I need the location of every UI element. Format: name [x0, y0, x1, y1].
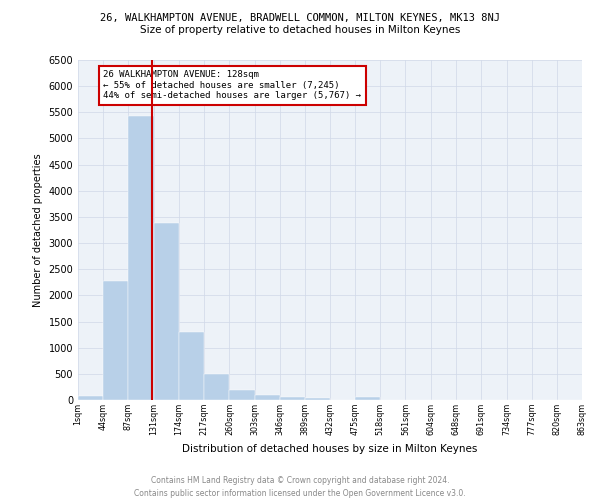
Bar [128, 116, 154, 400]
Y-axis label: Number of detached properties: Number of detached properties [33, 153, 43, 307]
Text: Contains HM Land Registry data © Crown copyright and database right 2024.
Contai: Contains HM Land Registry data © Crown c… [134, 476, 466, 498]
Bar [204, 374, 229, 400]
Bar [179, 332, 204, 400]
X-axis label: Distribution of detached houses by size in Milton Keynes: Distribution of detached houses by size … [182, 444, 478, 454]
Bar [103, 282, 128, 400]
Bar [305, 398, 330, 400]
Text: Size of property relative to detached houses in Milton Keynes: Size of property relative to detached ho… [140, 25, 460, 35]
Bar [154, 223, 179, 400]
Bar [355, 397, 380, 400]
Text: 26 WALKHAMPTON AVENUE: 128sqm
← 55% of detached houses are smaller (7,245)
44% o: 26 WALKHAMPTON AVENUE: 128sqm ← 55% of d… [103, 70, 361, 101]
Text: 26, WALKHAMPTON AVENUE, BRADWELL COMMON, MILTON KEYNES, MK13 8NJ: 26, WALKHAMPTON AVENUE, BRADWELL COMMON,… [100, 12, 500, 22]
Bar [78, 396, 103, 400]
Bar [280, 396, 305, 400]
Bar [254, 395, 280, 400]
Bar [229, 390, 254, 400]
